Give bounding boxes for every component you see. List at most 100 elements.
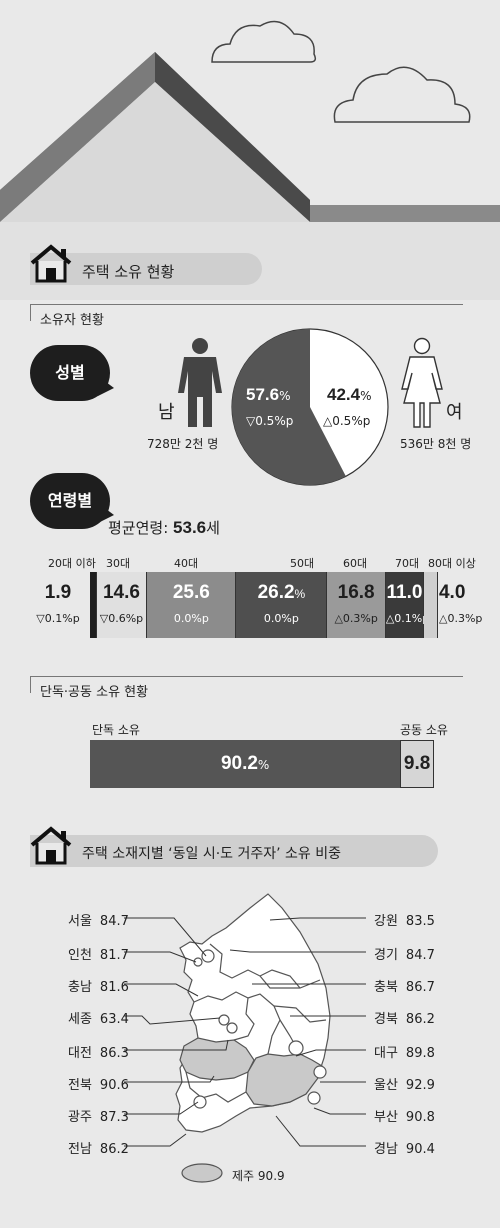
male-icon xyxy=(178,338,222,427)
age-group-label: 50대 xyxy=(290,557,315,570)
pie-slice-male xyxy=(231,329,346,485)
female-share-value: 42.4 xyxy=(327,385,361,404)
male-share-value: 57.6 xyxy=(246,385,280,404)
region-name: 광주 xyxy=(68,1110,92,1125)
region-name: 전남 xyxy=(68,1142,92,1157)
joint-ownership-label: 공동 소유 xyxy=(400,723,448,737)
ownership-heading: 단독·공동 소유 현황 xyxy=(40,685,149,700)
region-label-gwangju: 광주 87.3 xyxy=(68,1106,129,1125)
map-region-jeju xyxy=(181,1163,223,1183)
region-value: 90.8 xyxy=(405,1110,435,1125)
map-city-ulsan xyxy=(313,1065,327,1079)
female-label: 여 xyxy=(446,402,463,423)
age-segment-20s: 1.9 ▽0.1%p xyxy=(36,572,97,638)
age-segment-40s: 25.6 0.0%p xyxy=(147,572,237,638)
female-count: 536만 8천 명 xyxy=(400,437,472,451)
region-value: 81.7 xyxy=(99,948,129,963)
region-label-gyeonggi: 경기 84.7 xyxy=(374,944,435,963)
region-label-gyeongbuk: 경북 86.2 xyxy=(374,1008,435,1027)
map-city-sejong xyxy=(218,1014,230,1026)
region-name: 대구 xyxy=(374,1046,398,1061)
gender-bubble: 성별 xyxy=(30,345,110,401)
region-label-daegu: 대구 89.8 xyxy=(374,1042,435,1061)
region-label-chungbuk: 충북 86.7 xyxy=(374,976,435,995)
region-value: 90.4 xyxy=(405,1142,435,1157)
male-label: 남 xyxy=(158,402,175,423)
age-value: 11.0 xyxy=(386,582,423,603)
single-ownership-value: 90.2 xyxy=(220,753,258,774)
age-group-label: 80대 이상 xyxy=(428,557,476,570)
region-value: 63.4 xyxy=(99,1012,129,1027)
region-name: 전북 xyxy=(68,1078,92,1093)
house-illustration xyxy=(0,20,500,300)
house-icon xyxy=(30,244,72,283)
korea-map xyxy=(175,893,331,1133)
age-value-unit: % xyxy=(294,587,306,601)
map-city-busan xyxy=(307,1091,321,1105)
male-count: 728만 2천 명 xyxy=(147,437,219,451)
map-city-seoul xyxy=(201,949,215,963)
single-ownership-label: 단독 소유 xyxy=(92,723,140,737)
age-value: 26.2% xyxy=(236,582,326,604)
region-value: 90.9 xyxy=(257,1169,285,1183)
age-value: 1.9 xyxy=(44,582,72,603)
region-name: 인천 xyxy=(68,948,92,963)
map-leader-lines xyxy=(124,917,366,1147)
age-group-label: 60대 xyxy=(343,557,368,570)
region-name: 경남 xyxy=(374,1142,398,1157)
region-value: 89.8 xyxy=(405,1046,435,1061)
age-change: ▽0.6%p xyxy=(99,612,144,625)
region-label-gangwon: 강원 83.5 xyxy=(374,910,435,929)
region-value: 81.6 xyxy=(99,980,129,995)
male-share: 57.6% xyxy=(246,385,291,405)
region-label-incheon: 인천 81.7 xyxy=(68,944,129,963)
age-change: △0.3%p xyxy=(334,612,378,625)
map-city-daegu xyxy=(288,1040,304,1056)
age-group-label: 20대 이하 xyxy=(48,557,96,570)
region-value: 90.6 xyxy=(99,1078,129,1093)
male-change: ▽0.5%p xyxy=(246,414,294,428)
age-segment-80s: 4.0 △0.3%p xyxy=(424,572,482,638)
map-city-gwangju xyxy=(193,1095,207,1109)
house-icon xyxy=(30,826,72,865)
age-value-number: 26.2 xyxy=(257,582,295,603)
owners-heading-rule xyxy=(30,304,463,321)
male-share-unit: % xyxy=(279,389,291,403)
region-value: 86.2 xyxy=(405,1012,435,1027)
region-label-jeju: 제주 90.9 xyxy=(232,1167,285,1184)
age-value: 4.0 xyxy=(438,582,466,603)
region-name: 제주 xyxy=(232,1169,255,1183)
region-name: 서울 xyxy=(68,914,92,929)
age-change: 0.0%p xyxy=(173,612,209,625)
cloud-icon xyxy=(333,66,471,123)
age-value: 16.8 xyxy=(337,582,375,603)
region-label-jeonbuk: 전북 90.6 xyxy=(68,1074,129,1093)
age-value: 25.6 xyxy=(172,582,210,603)
bubble-tail xyxy=(98,376,114,396)
section-title-pill xyxy=(30,835,438,867)
gender-pie-chart xyxy=(231,328,389,486)
age-segment-60s: 16.8 △0.3%p xyxy=(327,572,386,638)
average-age-label: 평균연령: xyxy=(108,519,169,537)
female-change: △0.5%p xyxy=(323,414,371,428)
region-label-ulsan: 울산 92.9 xyxy=(374,1074,435,1093)
cloud-icon xyxy=(211,20,317,63)
region-name: 충남 xyxy=(68,980,92,995)
region-value: 84.7 xyxy=(405,948,435,963)
age-value: 14.6 xyxy=(102,582,140,603)
section-title-ownership: 주택 소유 현황 xyxy=(82,263,175,281)
region-value: 87.3 xyxy=(99,1110,129,1125)
ownership-heading-rule xyxy=(30,676,463,693)
female-share-unit: % xyxy=(360,389,372,403)
region-name: 강원 xyxy=(374,914,398,929)
age-change: △0.3%p xyxy=(438,612,483,625)
section-title-pill xyxy=(30,253,262,285)
region-label-daejeon: 대전 86.3 xyxy=(68,1042,129,1061)
age-bubble: 연령별 xyxy=(30,473,110,529)
age-segment-50s: 26.2% 0.0%p xyxy=(236,572,328,638)
region-name: 울산 xyxy=(374,1078,398,1093)
single-ownership-bar: 90.2% xyxy=(90,740,401,788)
region-label-seoul: 서울 84.7 xyxy=(68,910,129,929)
region-label-busan: 부산 90.8 xyxy=(374,1106,435,1125)
age-group-label: 40대 xyxy=(174,557,199,570)
